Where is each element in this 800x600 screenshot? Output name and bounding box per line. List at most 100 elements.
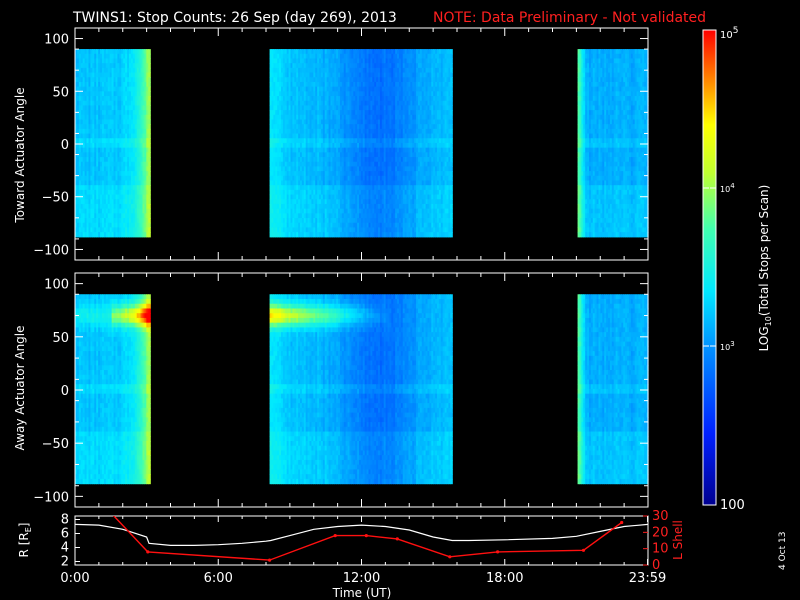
heatmap-cell [330,110,333,116]
heatmap-cell [269,72,273,78]
heatmap-cell [319,147,322,153]
heatmap-cell [376,72,379,78]
heatmap-cell [343,199,347,205]
heatmap-cell [343,232,347,238]
heatmap-cell [281,218,284,224]
heatmap-cell [109,199,113,205]
heatmap-cell [351,175,354,182]
heatmap-cell [94,138,97,144]
heatmap-cell [389,63,392,69]
heatmap-cell [134,96,138,102]
heatmap-cell [96,189,99,196]
heatmap-cell [84,199,88,205]
heatmap-cell [138,86,142,92]
heatmap-cell [379,53,383,60]
heatmap-cell [319,72,322,78]
heatmap-cell [94,147,97,153]
heatmap-cell [383,105,387,111]
heatmap-cell [338,194,341,200]
heatmap-cell [86,105,90,111]
heatmap-cell [103,199,107,205]
heatmap-cell [288,100,292,106]
heatmap-cell [288,128,292,135]
heatmap-cell [113,171,117,177]
heatmap-cell [127,166,130,172]
heatmap-cell [146,218,149,224]
heatmap-cell [349,142,352,149]
heatmap-cell [138,128,142,135]
heatmap-cell [391,58,394,64]
heatmap-cell [366,232,370,238]
heatmap-cell [307,133,311,139]
heatmap-cell [364,63,368,69]
heatmap-cell [127,199,130,205]
heatmap-cell [355,72,358,78]
heatmap-cell [301,175,305,182]
heatmap-cell [138,199,142,205]
heatmap-cell [273,72,276,78]
heatmap-cell [372,138,375,144]
heatmap-cell [284,166,288,172]
heatmap-cell [313,114,316,121]
heatmap-cell [113,166,117,172]
heatmap-cell [322,208,326,214]
heatmap-cell [378,114,381,121]
heatmap-cell [132,180,136,186]
heatmap-cell [286,81,290,88]
heatmap-cell [103,72,107,78]
heatmap-cell [368,63,372,69]
heatmap-cell [88,91,92,97]
heatmap-cell [370,213,373,219]
heatmap-cell [144,119,147,125]
heatmap-cell [315,86,318,92]
heatmap-cell [349,58,352,64]
heatmap-cell [317,72,320,78]
heatmap-cell [90,110,93,116]
heatmap-cell [322,72,326,78]
heatmap-cell [138,138,142,144]
heatmap-cell [148,157,151,163]
heatmap-cell [90,185,93,191]
heatmap-cell [315,53,318,60]
heatmap-cell [332,232,335,238]
heatmap-cell [134,171,138,177]
heatmap-cell [353,96,356,102]
heatmap-cell [134,180,138,186]
heatmap-cell [351,96,354,102]
heatmap-cell [86,213,90,219]
heatmap-cell [353,227,356,233]
heatmap-cell [148,105,151,111]
heatmap-cell [379,208,383,214]
heatmap-cell [372,213,375,219]
heatmap-cell [359,203,362,210]
heatmap-cell [281,133,284,139]
heatmap-cell [273,203,276,210]
heatmap-cell [90,53,93,60]
heatmap-cell [372,91,375,97]
heatmap-cell [294,105,297,111]
heatmap-cell [288,171,292,177]
heatmap-cell [279,189,282,196]
heatmap-cell [75,227,78,233]
heatmap-cell [313,161,316,168]
heatmap-cell [130,222,134,229]
heatmap-cell [296,171,299,177]
heatmap-cell [76,222,80,229]
heatmap-cell [360,203,364,210]
heatmap-cell [360,166,364,172]
heatmap-cell [345,180,349,186]
heatmap-cell [374,63,377,69]
heatmap-cell [332,222,335,229]
heatmap-cell [359,166,362,172]
heatmap-cell [301,157,305,163]
heatmap-cell [303,175,307,182]
heatmap-cell [292,166,295,172]
heatmap-cell [341,232,345,238]
heatmap-cell [328,100,332,106]
heatmap-cell [305,222,309,229]
heatmap-cell [96,138,99,144]
heatmap-cell [127,133,130,139]
heatmap-cell [84,189,88,196]
heatmap-cell [288,77,292,83]
heatmap-cell [383,86,387,92]
